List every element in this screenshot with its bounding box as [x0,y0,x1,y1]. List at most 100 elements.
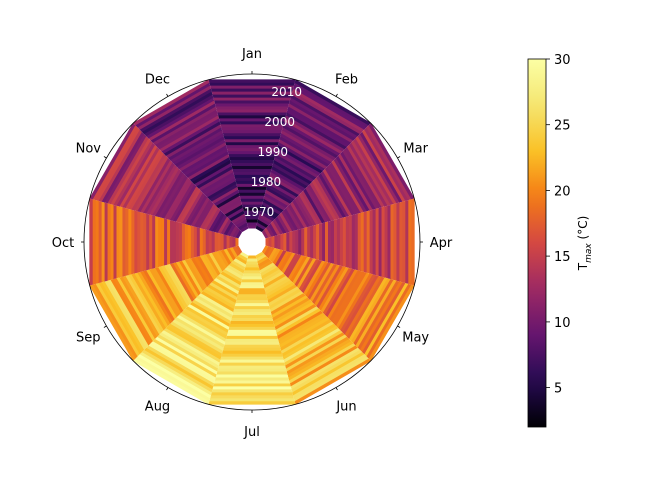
heatmap-cell [239,251,249,259]
heatmap-cell [95,127,140,201]
heatmap-cell [277,214,290,233]
heatmap-cell [345,215,350,269]
heatmap-cell [169,321,223,355]
heatmap-cell [184,223,188,261]
heatmap-cell [264,275,289,292]
heatmap-cell [290,347,361,390]
heatmap-cell [217,112,287,116]
heatmap-cell [189,156,231,183]
heatmap-cell [211,389,293,393]
heatmap-cell [327,269,359,320]
heatmap-cell [281,252,296,274]
heatmap-cell [148,214,153,270]
heatmap-cell [196,227,200,257]
heatmap-cell [178,188,201,224]
heatmap-cell [156,112,219,150]
heatmap-cell [219,359,285,364]
month-tick [335,93,338,97]
heatmap-cell [233,309,271,313]
heatmap-cell [270,248,281,264]
heatmap-cell [224,138,280,143]
heatmap-cell [221,129,283,134]
heatmap-cell [98,282,142,355]
heatmap-cell [286,336,350,375]
heatmap-cell [359,131,403,203]
heatmap-cell [152,339,217,378]
heatmap-cell [119,276,158,340]
heatmap-cell [107,279,149,349]
month-label: Oct [52,236,74,251]
heatmap-cell [289,231,293,253]
heatmap-cell [260,264,278,277]
heatmap-cell [224,341,280,346]
heatmap-cell [107,135,149,205]
heatmap-cell [294,358,372,405]
heatmap-cell [211,212,225,232]
heatmap-cell [125,207,129,277]
heatmap-cell [316,175,344,219]
heatmap-cell [272,218,284,235]
heatmap-cell [217,368,287,372]
heatmap-cell [364,283,409,357]
heatmap-cell [202,174,235,196]
heatmap-cell [133,272,169,329]
heatmap-cell [271,235,275,249]
heatmap-cell [338,273,374,331]
heatmap-cell [293,85,367,130]
heatmap-cell [290,255,308,283]
heatmap-cell [172,319,224,352]
heatmap-cell [209,82,295,86]
heatmap-cell [174,135,225,167]
heatmap-cell [339,217,344,267]
heatmap-cell [322,168,353,217]
heatmap-cell [190,225,194,259]
heatmap-cell [281,126,337,161]
heatmap-cell [346,144,385,208]
heatmap-cell [143,94,214,137]
heatmap-cell [257,256,269,265]
heatmap-cell [255,225,265,233]
heatmap-cell [167,126,223,161]
heatmap-cell [184,259,206,292]
heatmap-cell [275,306,319,334]
heatmap-cell [214,377,290,381]
heatmap-cell [139,352,212,396]
heatmap-cell [232,236,236,248]
heatmap-cell [226,207,244,220]
heatmap-cell [214,380,290,384]
heatmap-cell [196,165,233,189]
heatmap-cell [328,220,332,264]
heatmap-cell [292,256,311,285]
heatmap-cell [211,231,215,253]
heatmap-cell [303,260,326,296]
heatmap-cell [296,258,317,290]
heatmap-cell [331,159,365,213]
month-tick [103,156,107,159]
heatmap-cell [239,285,265,289]
heatmap-cell [325,166,356,216]
heatmap-cell [232,246,240,257]
heatmap-cell [174,317,225,349]
heatmap-cell [348,215,353,269]
heatmap-cell [223,220,234,236]
heatmap-cell [178,312,227,343]
heatmap-cell [193,199,212,228]
heatmap-cell [110,204,114,280]
heatmap-cell [378,207,382,277]
heatmap-cell [110,279,151,346]
heatmap-cell [381,206,385,278]
heatmap-cell [202,254,219,279]
heatmap-cell [143,347,214,390]
heatmap-cell [327,164,359,215]
radial-year-label: 2000 [264,115,295,129]
heatmap-cell [258,213,274,224]
heatmap-cell [145,213,150,271]
heatmap-cell [208,252,223,274]
heatmap-cell [150,103,216,143]
heatmap-cell [216,371,288,375]
heatmap-cell [222,347,282,352]
heatmap-cell [172,262,197,301]
heatmap-cell [191,299,231,325]
heatmap-cell [372,208,376,276]
heatmap-cell [157,266,186,311]
